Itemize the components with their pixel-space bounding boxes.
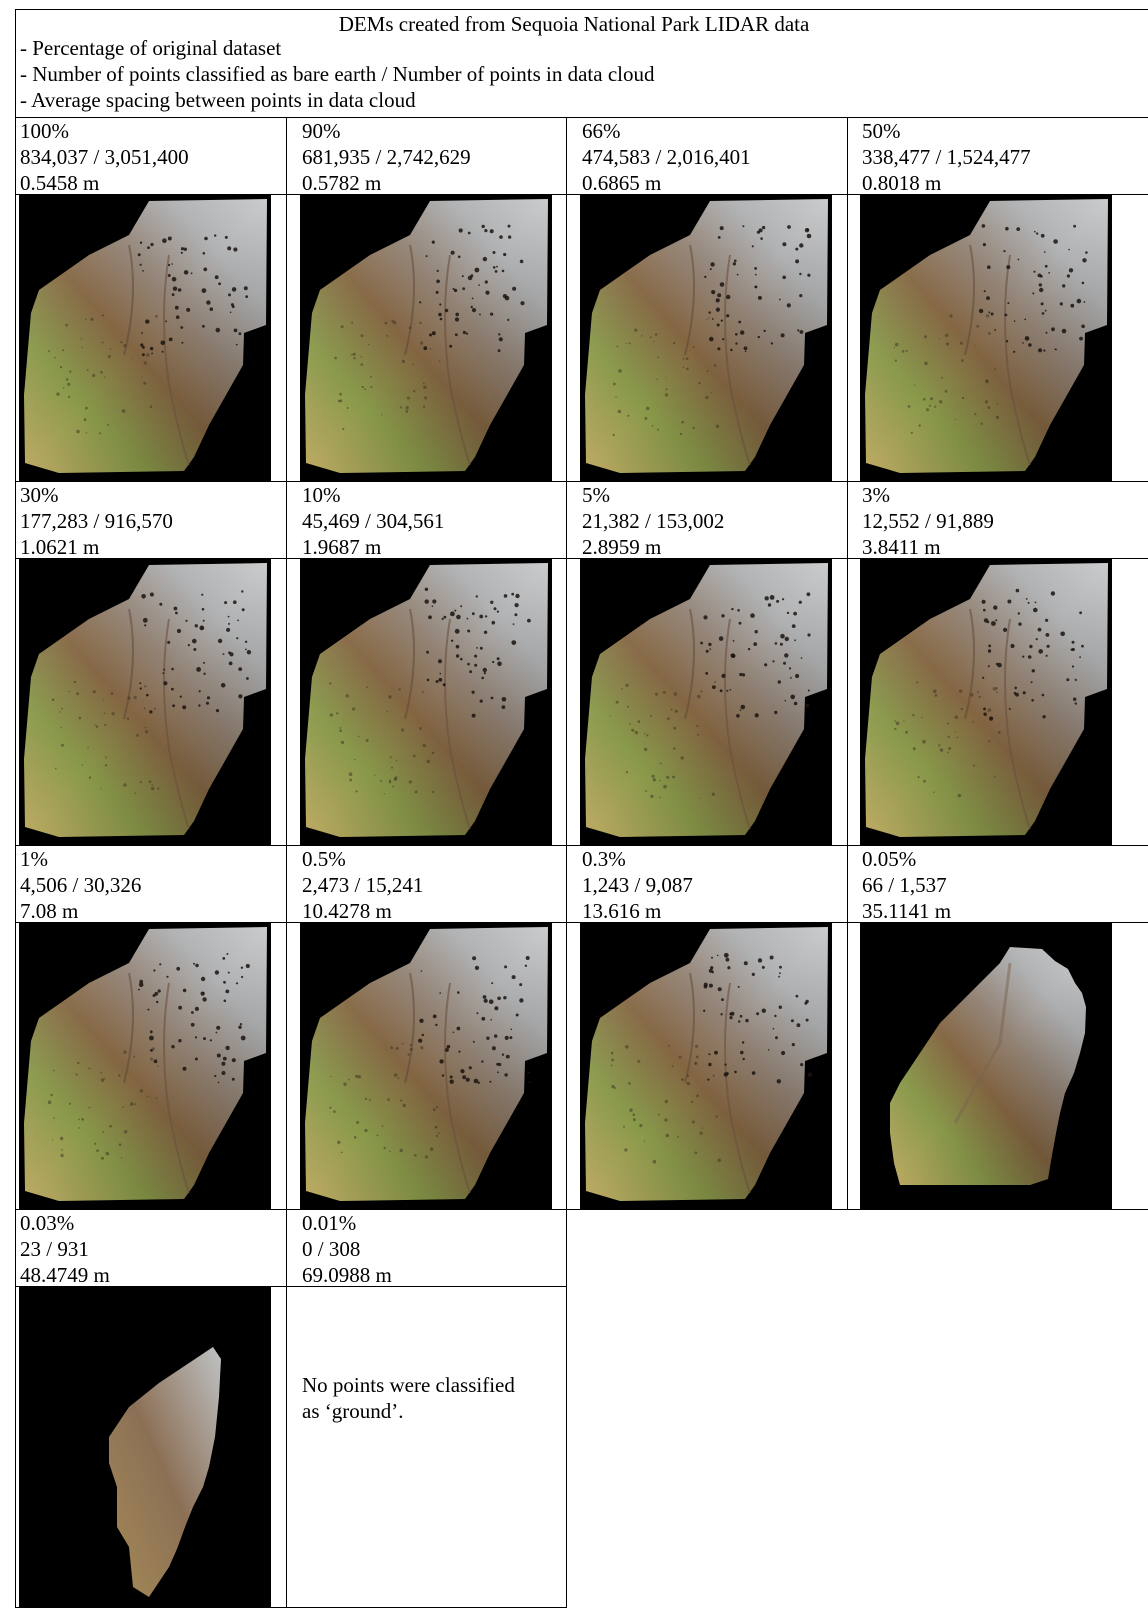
- legend-line-percentage: - Percentage of original dataset: [20, 36, 282, 60]
- dem-cell-caption: 50% 338,477 / 1,524,477 0.8018 m: [862, 118, 1031, 196]
- row-divider: [15, 481, 1148, 482]
- dem-spacing: 13.616 m: [582, 899, 662, 923]
- dem-percent: 0.05%: [862, 847, 917, 871]
- row-divider: [15, 558, 1148, 559]
- dem-image: [580, 559, 832, 845]
- column-divider: [847, 117, 848, 1210]
- dem-spacing: 0.5782 m: [302, 171, 382, 195]
- row-divider: [15, 194, 1148, 195]
- dem-cell-caption: 5% 21,382 / 153,002 2.8959 m: [582, 482, 724, 560]
- dem-percent: 0.3%: [582, 847, 626, 871]
- row-divider: [15, 1286, 567, 1287]
- dem-image: [19, 559, 271, 845]
- dem-points: 2,473 / 15,241: [302, 873, 424, 897]
- dem-percent: 10%: [302, 483, 341, 507]
- dem-cell-caption: 30% 177,283 / 916,570 1.0621 m: [20, 482, 173, 560]
- dem-cell-caption: 100% 834,037 / 3,051,400 0.5458 m: [20, 118, 189, 196]
- document-title: DEMs created from Sequoia National Park …: [338, 12, 810, 36]
- dem-percent: 1%: [20, 847, 48, 871]
- dem-image: [300, 195, 552, 481]
- dem-image: [300, 923, 552, 1209]
- row-divider: [15, 922, 1148, 923]
- dem-cell-caption: 66% 474,583 / 2,016,401 0.6865 m: [582, 118, 751, 196]
- dem-spacing: 48.4749 m: [20, 1263, 110, 1287]
- dem-cell-caption: 10% 45,469 / 304,561 1.9687 m: [302, 482, 444, 560]
- legend-line-points: - Number of points classified as bare ea…: [20, 62, 655, 86]
- dem-points: 0 / 308: [302, 1237, 361, 1261]
- dem-percent: 0.01%: [302, 1211, 357, 1235]
- dem-cell-caption: 90% 681,935 / 2,742,629 0.5782 m: [302, 118, 471, 196]
- dem-spacing: 0.8018 m: [862, 171, 942, 195]
- dem-image: [19, 923, 271, 1209]
- column-divider: [286, 117, 287, 1608]
- dem-image: [580, 923, 832, 1209]
- dem-points: 45,469 / 304,561: [302, 509, 445, 533]
- dem-percent: 0.03%: [20, 1211, 75, 1235]
- dem-image: [580, 195, 832, 481]
- dem-spacing: 1.9687 m: [302, 535, 382, 559]
- dem-cell-caption: 0.03% 23 / 931 48.4749 m: [20, 1210, 110, 1288]
- dem-percent: 0.5%: [302, 847, 346, 871]
- dem-spacing: 0.6865 m: [582, 171, 662, 195]
- row-divider: [15, 1209, 1148, 1210]
- table-border-top: [15, 9, 1148, 10]
- dem-percent: 30%: [20, 483, 59, 507]
- dem-percent: 66%: [582, 119, 621, 143]
- dem-points: 177,283 / 916,570: [20, 509, 173, 533]
- dem-cell-caption: 0.05% 66 / 1,537 35.1141 m: [862, 846, 951, 924]
- dem-image: [19, 195, 271, 481]
- dem-cell-caption: 0.01% 0 / 308 69.0988 m: [302, 1210, 392, 1288]
- table-border-left: [15, 9, 16, 1608]
- dem-percent: 5%: [582, 483, 610, 507]
- dem-spacing: 10.4278 m: [302, 899, 392, 923]
- dem-points: 474,583 / 2,016,401: [582, 145, 751, 169]
- dem-percent: 90%: [302, 119, 341, 143]
- dem-cell-caption: 0.5% 2,473 / 15,241 10.4278 m: [302, 846, 423, 924]
- dem-image: [860, 923, 1112, 1209]
- dem-spacing: 35.1141 m: [862, 899, 952, 923]
- dem-image: [860, 559, 1112, 845]
- dem-spacing: 1.0621 m: [20, 535, 100, 559]
- dem-points: 12,552 / 91,889: [862, 509, 994, 533]
- dem-points: 21,382 / 153,002: [582, 509, 725, 533]
- dem-cell-caption: 1% 4,506 / 30,326 7.08 m: [20, 846, 141, 924]
- dem-image: [860, 195, 1112, 481]
- no-ground-points-note: No points were classified as ‘ground’.: [302, 1373, 515, 1423]
- row-divider: [15, 117, 1148, 118]
- dem-percent: 100%: [20, 119, 69, 143]
- dem-spacing: 0.5458 m: [20, 171, 100, 195]
- dem-points: 681,935 / 2,742,629: [302, 145, 471, 169]
- dem-points: 23 / 931: [20, 1237, 89, 1261]
- dem-points: 1,243 / 9,087: [582, 873, 693, 897]
- dem-points: 338,477 / 1,524,477: [862, 145, 1031, 169]
- dem-spacing: 3.8411 m: [862, 535, 941, 559]
- legend-line-spacing: - Average spacing between points in data…: [20, 88, 416, 112]
- dem-image: [300, 559, 552, 845]
- dem-cell-caption: 3% 12,552 / 91,889 3.8411 m: [862, 482, 994, 560]
- dem-spacing: 2.8959 m: [582, 535, 662, 559]
- dem-points: 66 / 1,537: [862, 873, 947, 897]
- row-divider: [15, 845, 1148, 846]
- column-divider: [566, 117, 567, 1608]
- legend-lines: - Percentage of original dataset - Numbe…: [20, 35, 655, 113]
- dem-spacing: 69.0988 m: [302, 1263, 392, 1287]
- dem-percent: 50%: [862, 119, 901, 143]
- dem-percent: 3%: [862, 483, 890, 507]
- dem-image: [19, 1287, 271, 1607]
- dem-points: 4,506 / 30,326: [20, 873, 142, 897]
- dem-points: 834,037 / 3,051,400: [20, 145, 189, 169]
- dem-cell-caption: 0.3% 1,243 / 9,087 13.616 m: [582, 846, 693, 924]
- dem-spacing: 7.08 m: [20, 899, 79, 923]
